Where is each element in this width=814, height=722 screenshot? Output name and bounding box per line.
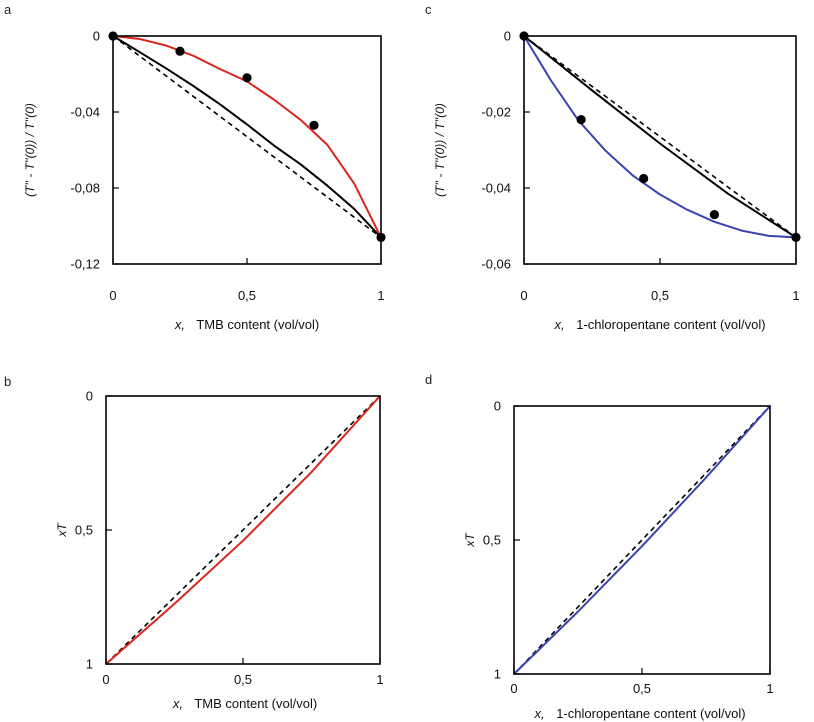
y-axis-label-c: (T'' - T''(0)) / T''(0) xyxy=(433,103,447,197)
x-axis-label-c: x, 1-chloropentane content (vol/vol) xyxy=(553,317,765,332)
y-axis-label-a: (T'' - T''(0)) / T''(0) xyxy=(23,103,37,197)
x-tick-label-a: 1 xyxy=(377,288,384,303)
y-tick-label-a: -0,04 xyxy=(70,105,100,120)
series-line-a-2 xyxy=(112,35,382,238)
y-tick-label-c: -0,06 xyxy=(481,257,511,272)
x-axis-var-c: x, xyxy=(553,317,564,332)
x-tick-label-a: 0 xyxy=(109,288,116,303)
x-tick-label-d: 1 xyxy=(766,681,773,696)
x-axis-var-a: x, xyxy=(174,317,185,332)
x-tick-label-d: 0,5 xyxy=(633,681,651,696)
x-axis-var-d: x, xyxy=(533,706,544,721)
x-axis-label-d: x, 1-chloropentane content (vol/vol) xyxy=(533,706,745,721)
series-line-a-1 xyxy=(112,35,382,239)
series-a xyxy=(108,31,386,242)
data-point-c-3 xyxy=(709,210,720,220)
x-tick-label-c: 1 xyxy=(792,288,799,303)
ticks-d: 0 0,5 100,51 xyxy=(483,399,774,697)
ticks-a: 0 0,5 1 0 -0,04 -0,08 -0,12 xyxy=(70,29,384,304)
series-line-b-0 xyxy=(105,395,381,665)
series-line-d-0 xyxy=(513,405,771,675)
series-line-b-1 xyxy=(105,395,381,665)
x-tick-label-c: 0 xyxy=(520,288,527,303)
series-line-a-0 xyxy=(112,35,382,239)
y-tick-label-d: 1 xyxy=(494,667,501,682)
panel-letter-a: a xyxy=(4,2,12,17)
series-line-c-0 xyxy=(523,35,797,239)
x-tick-label-b: 0,5 xyxy=(234,672,252,687)
x-axis-label-b: x, TMB content (vol/vol) xyxy=(172,696,317,711)
plot-frame-a xyxy=(112,35,382,265)
series-b xyxy=(105,395,381,665)
x-axis-var-b: x, xyxy=(172,696,183,711)
series-c xyxy=(519,31,801,242)
panel-b: b 0 0,5 100,51 xT x, TMB content (vol/vol) xyxy=(4,374,384,711)
y-tick-label-b: 1 xyxy=(86,657,93,672)
panel-c: c 0 0,5 1 0 -0,02 -0,04 -0,06 (T'' - T''(0)) /… xyxy=(425,2,801,332)
y-tick-label-a: -0,08 xyxy=(70,181,100,196)
panel-a: a 0 0,5 1 0 -0,04 -0,08 -0,12 (T'' - T''(0)) /… xyxy=(4,2,386,332)
data-point-a-3 xyxy=(309,120,319,130)
x-tick-label-d: 0 xyxy=(510,681,517,696)
data-point-a-1 xyxy=(175,46,185,56)
y-tick-label-c: -0,04 xyxy=(481,181,511,196)
y-tick-label-a: 0 xyxy=(93,29,100,44)
data-point-c-2 xyxy=(639,173,649,184)
x-axis-title-c: 1-chloropentane content (vol/vol) xyxy=(576,317,765,332)
y-tick-label-a: -0,12 xyxy=(70,257,100,272)
y-axis-label-b: xT xyxy=(55,522,69,538)
plot-frame-b xyxy=(105,395,381,665)
series-line-c-1 xyxy=(523,35,797,239)
x-tick-label-a: 0,5 xyxy=(238,288,256,303)
data-point-c-1 xyxy=(576,115,586,125)
panel-letter-b: b xyxy=(4,374,11,389)
x-axis-title-d: 1-chloropentane content (vol/vol) xyxy=(556,706,745,721)
y-tick-label-c: -0,02 xyxy=(481,105,511,120)
series-line-c-2 xyxy=(523,35,797,239)
series-d xyxy=(513,405,771,675)
panel-letter-c: c xyxy=(425,2,432,17)
x-axis-title-a: TMB content (vol/vol) xyxy=(196,317,319,332)
y-tick-label-d: 0 xyxy=(494,399,501,414)
x-axis-label-a: x, TMB content (vol/vol) xyxy=(174,317,319,332)
data-point-a-2 xyxy=(242,73,252,83)
x-tick-label-b: 0 xyxy=(102,672,109,687)
x-tick-label-c: 0,5 xyxy=(651,288,669,303)
plot-frame-d xyxy=(513,405,771,675)
ticks-b: 0 0,5 100,51 xyxy=(75,389,384,688)
panel-d: d 0 0,5 100,51 xT x, 1-chloropentane conte… xyxy=(425,372,774,721)
series-line-d-1 xyxy=(513,405,771,675)
y-axis-label-d: xT xyxy=(463,532,477,548)
panel-letter-d: d xyxy=(425,372,432,387)
y-tick-label-d: 0,5 xyxy=(483,533,501,548)
y-tick-label-b: 0 xyxy=(86,389,93,404)
x-axis-title-b: TMB content (vol/vol) xyxy=(194,696,317,711)
y-tick-label-c: 0 xyxy=(504,29,511,44)
y-tick-label-b: 0,5 xyxy=(75,523,93,538)
x-tick-label-b: 1 xyxy=(376,672,383,687)
plot-frame-c xyxy=(523,35,797,265)
ticks-c: 0 0,5 1 0 -0,02 -0,04 -0,06 xyxy=(481,29,799,304)
